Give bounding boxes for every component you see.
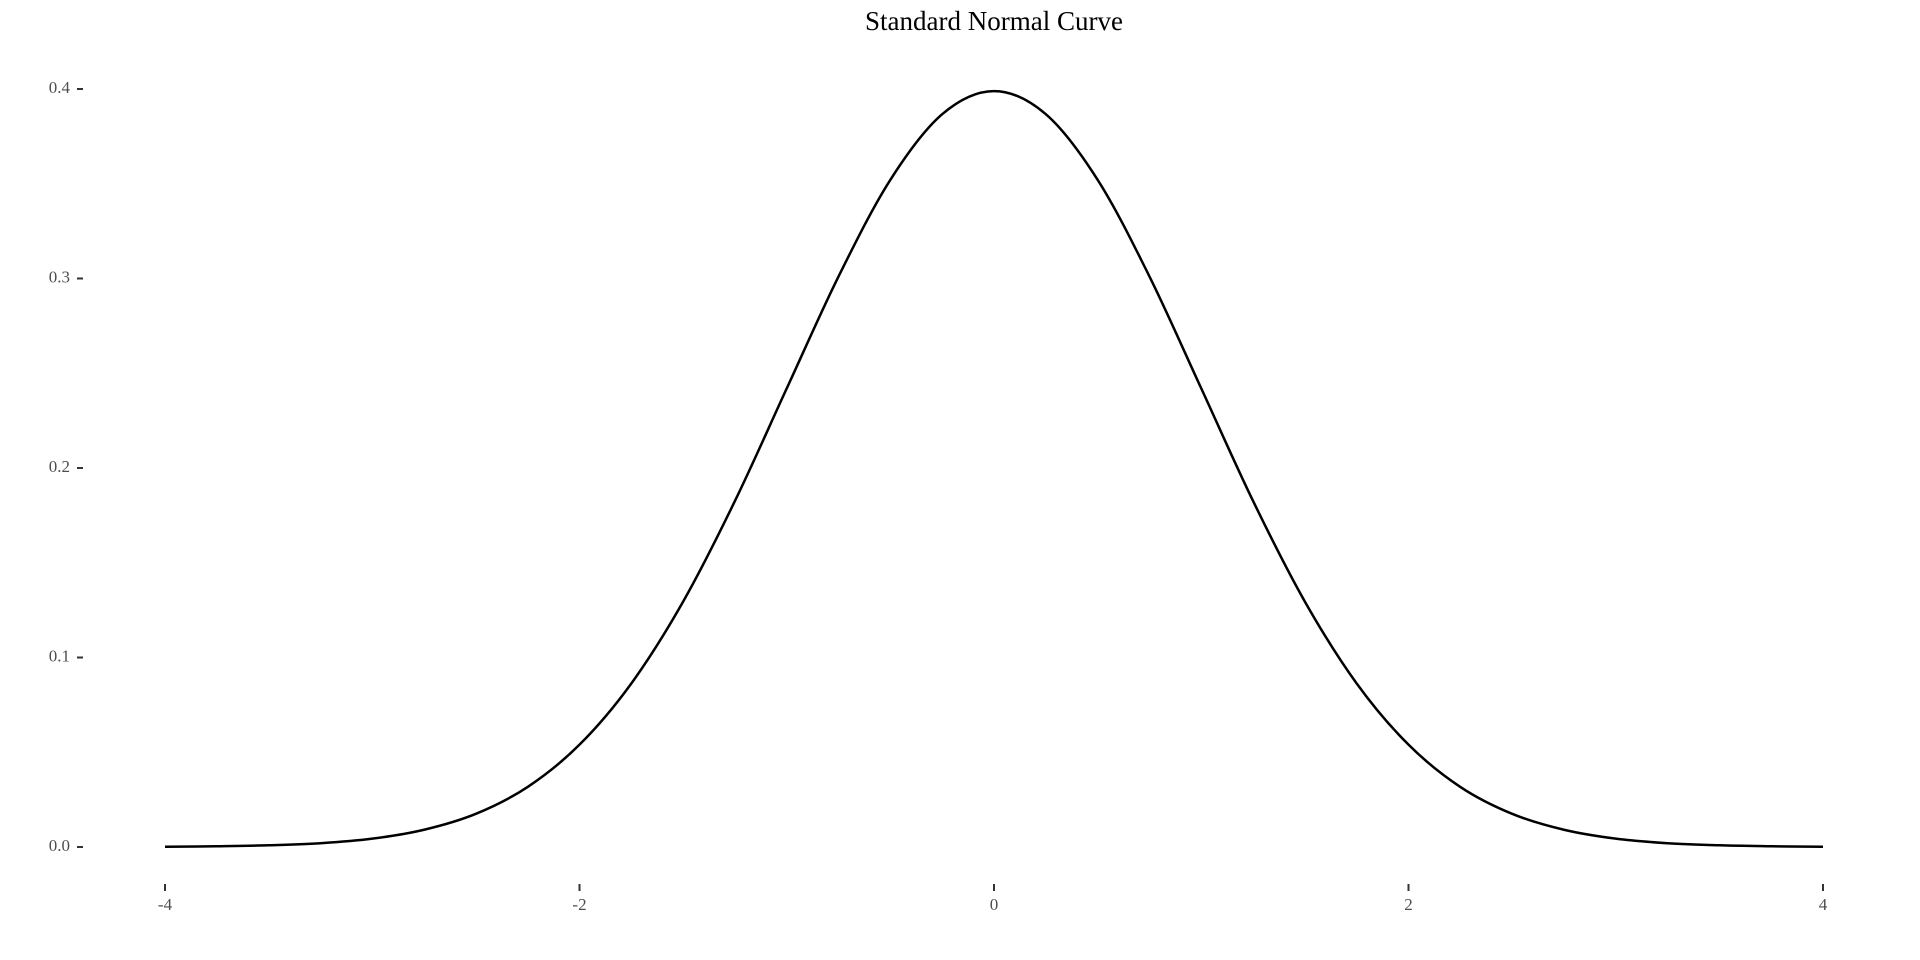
y-tick-label: 0.4 [49, 78, 71, 97]
x-tick-label: 2 [1404, 895, 1413, 914]
y-tick-label: 0.2 [49, 457, 70, 476]
x-tick-label: 4 [1819, 895, 1828, 914]
y-tick-label: 0.1 [49, 646, 70, 665]
y-tick-label: 0.0 [49, 836, 70, 855]
x-tick-label: -4 [158, 895, 173, 914]
y-tick-label: 0.3 [49, 267, 70, 286]
x-tick-label: 0 [990, 895, 999, 914]
x-tick-label: -2 [572, 895, 586, 914]
curve [164, 89, 1824, 849]
chart-title: Standard Normal Curve [865, 6, 1123, 36]
